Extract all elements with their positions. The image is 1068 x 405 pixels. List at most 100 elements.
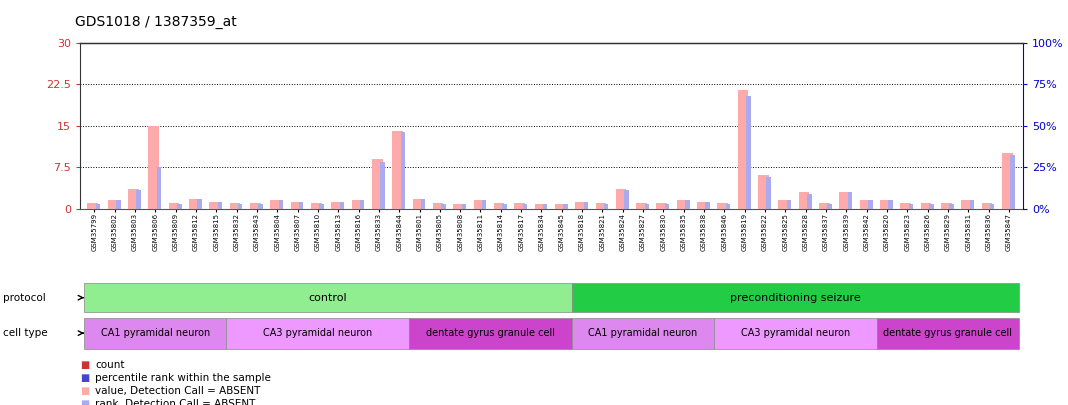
Bar: [677, 200, 688, 209]
Bar: [514, 203, 524, 209]
Bar: [392, 131, 403, 209]
Bar: [198, 199, 202, 209]
Bar: [319, 204, 324, 209]
Text: ■: ■: [80, 399, 90, 405]
Bar: [543, 205, 548, 209]
Bar: [799, 192, 810, 209]
Bar: [738, 90, 749, 209]
Text: dentate gyrus granule cell: dentate gyrus granule cell: [426, 328, 555, 338]
Bar: [644, 204, 649, 209]
Text: dentate gyrus granule cell: dentate gyrus granule cell: [883, 328, 1012, 338]
Bar: [921, 203, 931, 209]
Bar: [718, 203, 728, 209]
Bar: [787, 200, 791, 209]
Bar: [848, 192, 852, 209]
Bar: [747, 96, 751, 209]
Bar: [583, 202, 588, 209]
Bar: [340, 202, 344, 209]
Bar: [981, 203, 992, 209]
Bar: [137, 190, 141, 209]
Bar: [441, 204, 445, 209]
Bar: [596, 203, 607, 209]
Bar: [128, 189, 139, 209]
Text: CA1 pyramidal neuron: CA1 pyramidal neuron: [588, 328, 697, 338]
Bar: [218, 202, 222, 209]
Bar: [258, 204, 263, 209]
Bar: [148, 126, 159, 209]
Bar: [502, 204, 506, 209]
Bar: [1010, 156, 1015, 209]
Bar: [839, 192, 850, 209]
Bar: [714, 318, 877, 349]
Bar: [706, 202, 710, 209]
Bar: [473, 200, 484, 209]
Text: CA3 pyramidal neuron: CA3 pyramidal neuron: [741, 328, 850, 338]
Bar: [603, 204, 609, 209]
Bar: [961, 200, 972, 209]
Bar: [453, 204, 464, 209]
Bar: [535, 204, 545, 209]
Text: percentile rank within the sample: percentile rank within the sample: [95, 373, 271, 383]
Bar: [877, 318, 1019, 349]
Text: ■: ■: [80, 360, 90, 370]
Bar: [889, 200, 893, 209]
Bar: [572, 283, 1019, 312]
Bar: [250, 203, 261, 209]
Bar: [360, 200, 364, 209]
Bar: [576, 202, 585, 209]
Bar: [299, 202, 303, 209]
Bar: [860, 200, 870, 209]
Bar: [909, 204, 913, 209]
Bar: [868, 200, 873, 209]
Bar: [900, 203, 911, 209]
Bar: [555, 204, 565, 209]
Bar: [941, 203, 952, 209]
Bar: [572, 318, 714, 349]
Bar: [664, 204, 670, 209]
Bar: [209, 202, 220, 209]
Bar: [88, 203, 98, 209]
Text: ■: ■: [80, 386, 90, 396]
Bar: [84, 283, 572, 312]
Text: GDS1018 / 1387359_at: GDS1018 / 1387359_at: [75, 15, 236, 29]
Bar: [657, 203, 668, 209]
Bar: [279, 200, 283, 209]
Bar: [767, 177, 771, 209]
Text: value, Detection Call = ABSENT: value, Detection Call = ABSENT: [95, 386, 261, 396]
Bar: [726, 204, 731, 209]
Bar: [226, 318, 409, 349]
Bar: [157, 167, 161, 209]
Bar: [828, 204, 832, 209]
Bar: [779, 200, 789, 209]
Bar: [807, 194, 812, 209]
Bar: [177, 204, 182, 209]
Bar: [522, 204, 527, 209]
Bar: [433, 203, 443, 209]
Bar: [270, 200, 281, 209]
Bar: [331, 202, 342, 209]
Bar: [880, 200, 891, 209]
Bar: [290, 202, 301, 209]
Text: cell type: cell type: [3, 328, 48, 338]
Bar: [311, 203, 321, 209]
Bar: [563, 205, 568, 209]
Bar: [970, 200, 974, 209]
Bar: [230, 203, 240, 209]
Text: CA3 pyramidal neuron: CA3 pyramidal neuron: [264, 328, 373, 338]
Bar: [686, 200, 690, 209]
Bar: [96, 204, 100, 209]
Bar: [189, 198, 200, 209]
Bar: [697, 202, 708, 209]
Bar: [461, 205, 466, 209]
Bar: [380, 162, 384, 209]
Text: ■: ■: [80, 373, 90, 383]
Bar: [108, 200, 119, 209]
Bar: [493, 203, 504, 209]
Bar: [169, 203, 179, 209]
Bar: [990, 204, 994, 209]
Text: control: control: [309, 293, 347, 303]
Text: preconditioning seizure: preconditioning seizure: [731, 293, 861, 303]
Text: CA1 pyramidal neuron: CA1 pyramidal neuron: [100, 328, 210, 338]
Bar: [1002, 153, 1012, 209]
Bar: [624, 190, 629, 209]
